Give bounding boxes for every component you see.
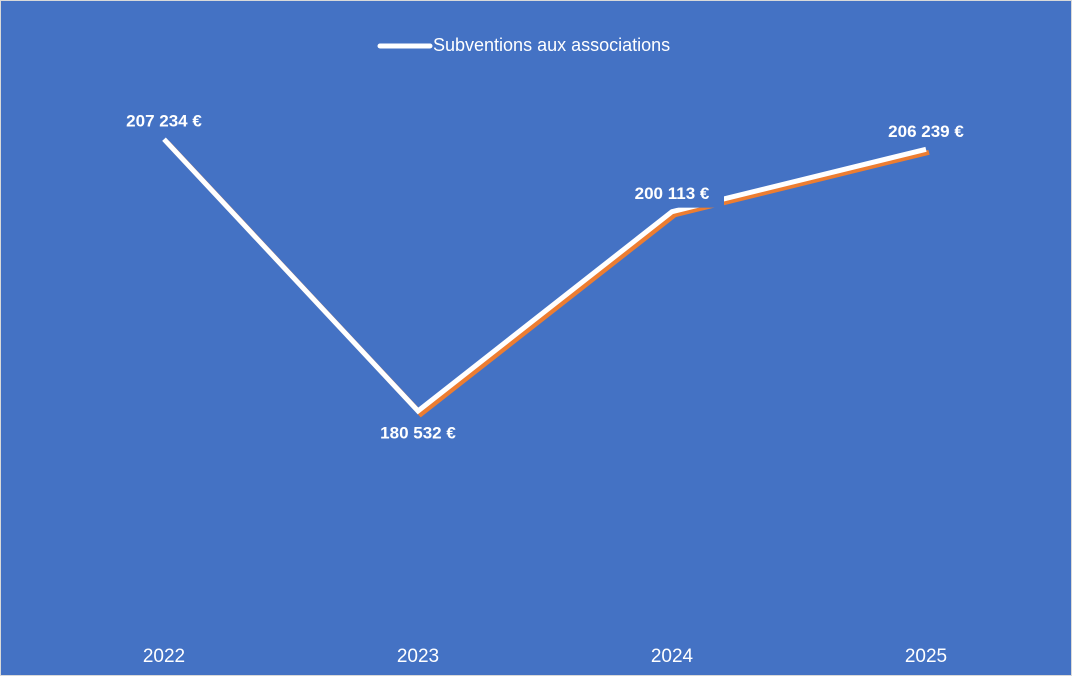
- data-label: 206 239 €: [888, 122, 964, 141]
- data-label: 207 234 €: [126, 112, 202, 131]
- x-tick-label: 2024: [651, 646, 694, 667]
- x-tick-label: 2023: [397, 646, 439, 667]
- label-background: [366, 420, 470, 447]
- label-background: [620, 181, 724, 208]
- x-tick-label: 2025: [905, 646, 947, 667]
- label-background: [874, 119, 978, 146]
- label-background: [112, 109, 216, 136]
- x-tick-label: 2022: [143, 646, 185, 667]
- data-label: 200 113 €: [635, 184, 710, 203]
- line: [162, 137, 927, 415]
- legend-label: Subventions aux associations: [433, 35, 670, 55]
- data-label: 180 532 €: [380, 423, 456, 442]
